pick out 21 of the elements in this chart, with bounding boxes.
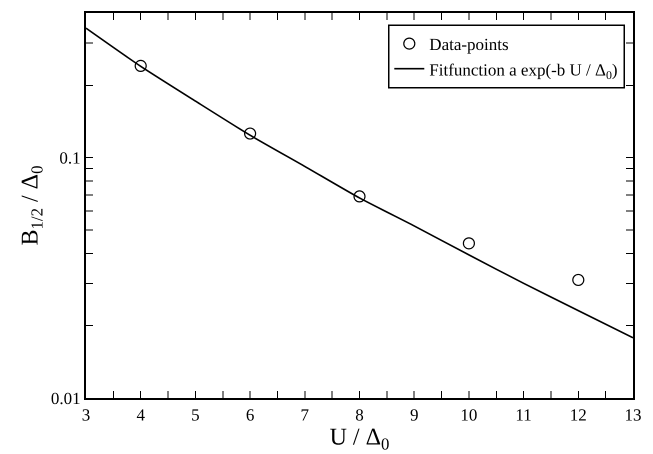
x-tick-label: 8 (355, 405, 364, 424)
legend-label: Data-points (429, 35, 509, 54)
x-tick-label: 10 (460, 405, 478, 424)
point (462, 237, 475, 250)
legend-label: Fitfunction a exp(-b U / Δ$_{0}$) (429, 60, 618, 82)
x-tick-label: 7 (300, 405, 310, 424)
x-tick-label: 4 (136, 405, 146, 424)
point (353, 190, 366, 203)
x-tick-label: 6 (246, 405, 254, 424)
point (134, 60, 147, 72)
y-tick-label: 0.1 (59, 148, 81, 168)
point (244, 127, 256, 140)
x-tick-label: 13 (624, 405, 642, 424)
x-axis-title: U / Δ$_{0}$ (330, 424, 390, 454)
x-tick-label: 12 (570, 405, 587, 424)
x-tick-label: 9 (410, 405, 418, 424)
x-tick-label: 5 (191, 405, 200, 424)
x-tick-label: 3 (82, 405, 90, 424)
point (572, 274, 584, 286)
x-tick-label: 11 (515, 405, 532, 424)
y-tick-label: 0.01 (50, 388, 81, 408)
